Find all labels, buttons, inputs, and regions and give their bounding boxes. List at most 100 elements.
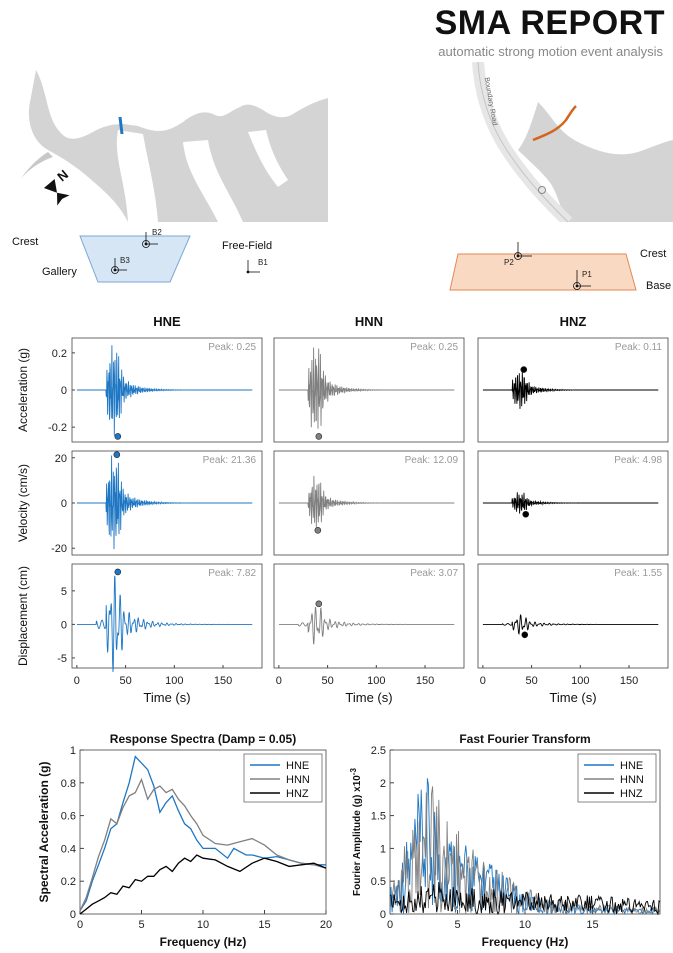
x-axis-label: Frequency (Hz): [482, 935, 569, 949]
left-site-map: N: [8, 62, 328, 222]
y-tick-label: -20: [51, 543, 67, 555]
peak-label: Peak: 1.55: [614, 568, 662, 579]
x-tick-label: 100: [367, 675, 385, 687]
legend-label: HNZ: [620, 788, 643, 800]
peak-label: Peak: 0.11: [615, 342, 663, 353]
column-title-hnn: HNN: [355, 314, 383, 329]
y-tick-label: 0: [61, 385, 67, 397]
waveform-hnn: [278, 606, 455, 645]
station-b3-label: B3: [120, 256, 130, 265]
y-tick-label: 1: [380, 843, 386, 855]
y-tick-label: 1: [70, 745, 76, 757]
station-p1-label: P1: [582, 270, 592, 279]
x-tick-label: 0: [480, 675, 486, 687]
waveform-hne: [76, 575, 253, 673]
response-spectra-chart: Response Spectra (Damp = 0.05) 0 0.2 0.4 0.6…: [37, 732, 332, 949]
y-tick-label: 0.2: [61, 876, 76, 888]
y-tick-label: -5: [57, 653, 67, 665]
legend-box: [577, 753, 657, 803]
series-line-hnn: [79, 777, 327, 911]
series-line-hnz: [389, 881, 661, 916]
row-ylabel: Displacement (cm): [16, 566, 30, 666]
y-axis-label: Fourier Amplitude (g) x10-3: [349, 768, 363, 896]
peak-marker: [520, 366, 528, 373]
x-tick-label: 15: [258, 919, 270, 931]
legend-label: HNE: [286, 760, 309, 772]
left-crest-marker: [118, 116, 124, 135]
x-tick-label: 50: [119, 675, 131, 687]
base-label: Base: [646, 280, 672, 292]
y-tick-label: 0: [61, 619, 67, 631]
x-axis-label: Frequency (Hz): [160, 935, 247, 949]
freefield-label: Free-Field: [222, 240, 273, 252]
x-tick-label: 100: [165, 675, 183, 687]
row-ylabel: Acceleration (g): [16, 348, 30, 432]
peak-label: Peak: 12.09: [405, 455, 459, 466]
right-site-map: Boundary Road: [408, 62, 673, 222]
peak-label: Peak: 0.25: [208, 342, 256, 353]
x-axis-label: Time (s): [549, 690, 596, 705]
x-tick-label: 150: [416, 675, 434, 687]
y-tick-label: 20: [55, 453, 67, 465]
peak-marker: [314, 527, 322, 534]
x-tick-label: 50: [321, 675, 333, 687]
column-title-hne: HNE: [153, 314, 181, 329]
x-tick-label: 0: [276, 675, 282, 687]
row-ylabel: Velocity (cm/s): [16, 464, 30, 542]
x-tick-label: 0: [77, 919, 83, 931]
legend-label: HNZ: [286, 788, 309, 800]
station-b1-label: B1: [258, 258, 268, 267]
right-cross-section: Crest Base P2 P1: [430, 232, 673, 296]
y-tick-label: 0.2: [52, 348, 67, 360]
series-line-hnn: [389, 786, 661, 916]
x-axis-label: Time (s): [143, 690, 190, 705]
peak-marker: [315, 433, 323, 440]
y-tick-label: 0: [380, 909, 386, 921]
legend-box: [243, 753, 323, 803]
x-tick-label: 100: [571, 675, 589, 687]
peak-marker: [315, 600, 323, 608]
x-tick-label: 0: [387, 919, 393, 931]
x-tick-label: 20: [320, 919, 332, 931]
peak-label: Peak: 3.07: [410, 568, 458, 579]
station-p2-label: P2: [504, 258, 514, 267]
report-title: SMA REPORT: [434, 4, 665, 42]
peak-label: Peak: 0.25: [410, 342, 458, 353]
y-tick-label: 2.5: [371, 745, 386, 757]
x-tick-label: 10: [519, 919, 531, 931]
y-tick-label: 0.6: [61, 811, 76, 823]
left-cross-section: Crest Gallery Free-Field B2 B3 B1: [0, 226, 300, 290]
waveform-hne: [76, 345, 253, 436]
legend-label: HNE: [620, 760, 643, 772]
peak-marker: [113, 451, 121, 459]
x-tick-label: 50: [525, 675, 537, 687]
y-tick-label: 1.5: [371, 811, 386, 823]
right-map-station-marker: [538, 186, 546, 194]
y-tick-label: 0: [61, 498, 67, 510]
y-tick-label: 2: [380, 778, 386, 790]
peak-marker: [114, 568, 122, 576]
north-arrow: [43, 179, 70, 206]
peak-marker: [521, 631, 529, 639]
legend-label: HNN: [286, 774, 310, 786]
gallery-label: Gallery: [42, 266, 77, 278]
legend: HNE HNN HNZ: [577, 753, 657, 803]
y-tick-label: 0.5: [371, 876, 386, 888]
column-title-hnz: HNZ: [560, 314, 587, 329]
left-crest-label: Crest: [12, 236, 39, 248]
waveform-panel: [71, 563, 263, 669]
y-tick-label: 0.8: [61, 778, 76, 790]
waveform-hnz: [482, 614, 659, 635]
peak-label: Peak: 7.82: [208, 568, 256, 579]
waveform-hne: [76, 455, 253, 550]
x-axis-label: Time (s): [345, 690, 392, 705]
report-subtitle: automatic strong motion event analysis: [438, 44, 663, 59]
peak-marker: [114, 433, 122, 440]
waveform-hnn: [278, 475, 455, 528]
right-crest-marker: [532, 105, 577, 142]
y-axis-label: Spectral Acceleration (g): [37, 762, 51, 903]
x-tick-label: 150: [214, 675, 232, 687]
y-tick-label: 5: [61, 586, 67, 598]
x-tick-label: 10: [197, 919, 209, 931]
legend-label: HNN: [620, 774, 644, 786]
